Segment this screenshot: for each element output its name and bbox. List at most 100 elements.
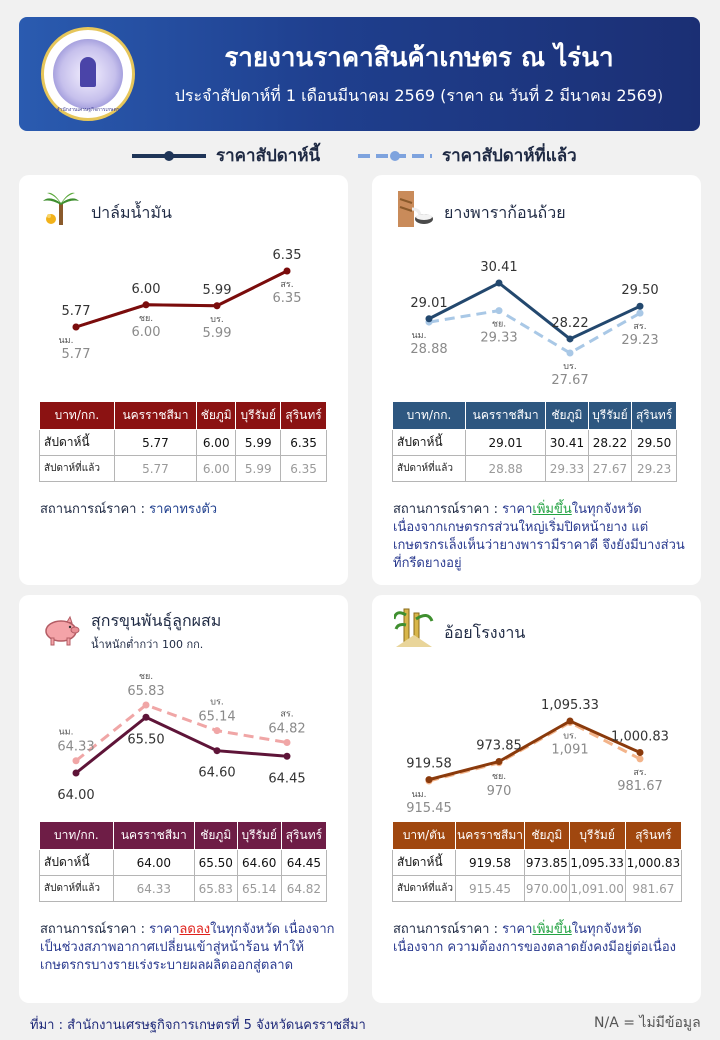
previous-value-label: 64.33 (57, 740, 94, 755)
status-label: สถานการณ์ราคา : (393, 502, 498, 517)
previous-value-label: 65.14 (198, 710, 235, 725)
province-header: ชัยภูมิ (545, 401, 589, 430)
row-label-previous: สัปดาห์ที่แล้ว (392, 875, 456, 902)
price-cell: 64.00 (112, 849, 195, 876)
province-header: สุรินทร์ (624, 821, 683, 850)
province-abbrev-label: ชย. (492, 772, 506, 782)
province-header: นครราชสีมา (113, 401, 198, 430)
current-week-line (75, 715, 288, 775)
current-value-label: 919.58 (406, 757, 452, 772)
status-tail: ในทุกจังหวัด (210, 922, 281, 937)
previous-week-line (428, 309, 641, 355)
price-cell: 64.33 (112, 875, 195, 902)
report-title: รายงานราคาสินค้าเกษตร ณ ไร่นา (224, 43, 614, 73)
pig-icon (41, 609, 81, 649)
card-title: สุกรขุนพันธุ์ลูกผสม (91, 611, 222, 630)
current-week-line (428, 281, 641, 341)
row-label-current: สัปดาห์นี้ (39, 849, 114, 876)
unit-header: บาท/กก. (392, 401, 466, 430)
province-abbrev-label: บร. (210, 315, 223, 325)
current-week-line (428, 719, 641, 782)
price-cell: 29.23 (631, 455, 677, 482)
province-header: บุรีรัมย์ (235, 401, 282, 430)
palm-tree-icon (41, 189, 81, 229)
price-chart-palm-oil: 5.776.00 5.996.35นม.5.77ชย.6.00บร.5.99สร.… (59, 248, 302, 362)
province-abbrev-label: นม. (59, 728, 74, 738)
province-abbrev-label: สร. (633, 322, 646, 332)
previous-week-point (142, 701, 150, 709)
price-cell: 1,095.33 (568, 849, 626, 876)
province-header: นครราชสีมา (464, 401, 547, 430)
report-header: สำนักงานเศรษฐกิจการเกษตร รายงานราคาสินค้… (19, 17, 700, 131)
current-week-point (495, 279, 503, 287)
price-cell: 915.45 (454, 875, 526, 902)
price-cell: 970.00 (524, 875, 570, 902)
province-abbrev-label: นม. (59, 336, 74, 346)
current-week-point (425, 776, 433, 784)
price-cell: 27.67 (587, 455, 633, 482)
current-week-point (213, 747, 221, 755)
price-cell: 29.33 (545, 455, 589, 482)
price-cell: 6.00 (196, 429, 237, 456)
legend-previous: ราคาสัปดาห์ที่แล้ว (356, 142, 577, 169)
current-value-label: 6.35 (273, 248, 302, 263)
current-value-label: 28.22 (551, 316, 588, 331)
previous-week-point (636, 309, 644, 317)
legend-current-line-icon (132, 150, 206, 161)
status-label: สถานการณ์ราคา : (40, 502, 145, 517)
row-label-previous: สัปดาห์ที่แล้ว (392, 455, 466, 482)
row-label-current: สัปดาห์นี้ (39, 429, 115, 456)
price-cell: 65.14 (236, 875, 282, 902)
province-header: บุรีรัมย์ (587, 401, 633, 430)
price-cell: 981.67 (624, 875, 683, 902)
legend-previous-line-icon (358, 150, 432, 161)
previous-value-label: 29.33 (480, 331, 517, 346)
previous-value-label: 5.77 (62, 347, 91, 362)
previous-value-label: 6.00 (132, 325, 161, 340)
price-cell: 919.58 (454, 849, 526, 876)
current-value-label: 64.00 (57, 788, 94, 803)
price-chart-pig: 64.00 65.50 64.60 64.45 นม. 64.33 ชย. 65.83 บร. 6… (57, 672, 305, 803)
province-header: บุรีรัมย์ (568, 821, 626, 850)
previous-week-line (75, 269, 288, 329)
current-week-point (566, 335, 574, 343)
previous-week-point (636, 755, 644, 763)
price-cell: 6.35 (280, 429, 327, 456)
report-subtitle: ประจำสัปดาห์ที่ 1 เดือนมีนาคม 2569 (ราคา… (174, 86, 664, 105)
card-rubber: ยางพาราก้อนถ้วย 29.01 30.41 28.22 29.50 นม. 2… (372, 175, 701, 585)
price-cell: 5.77 (113, 455, 198, 482)
province-abbrev-label: บร. (563, 362, 576, 372)
province-abbrev-label: บร. (563, 731, 576, 741)
unit-header: บาท/กก. (39, 401, 115, 430)
previous-value-label: 970 (487, 784, 512, 799)
row-label-previous: สัปดาห์ที่แล้ว (39, 875, 114, 902)
price-cell: 28.88 (464, 455, 547, 482)
legend-previous-label: ราคาสัปดาห์ที่แล้ว (442, 146, 577, 166)
current-week-point (142, 713, 150, 721)
province-abbrev-label: ชย. (139, 672, 153, 682)
card-subtitle: น้ำหนักต่ำกว่า 100 กก. (91, 638, 204, 651)
current-value-label: 65.50 (127, 732, 164, 747)
logo-mark (80, 57, 96, 87)
price-table-palm-oil: บาท/กก. นครราชสีมา ชัยภูมิ บุรีรัมย์ สุร… (39, 401, 327, 482)
status-result: ลดลง (179, 922, 211, 937)
current-value-label: 30.41 (480, 260, 517, 275)
province-abbrev-label: สร. (633, 768, 646, 778)
card-title: อ้อยโรงงาน (444, 623, 526, 642)
province-header: ชัยภูมิ (524, 821, 570, 850)
price-situation: สถานการณ์ราคา : ราคาทรงตัว (40, 501, 330, 519)
card-title: ยางพาราก้อนถ้วย (444, 203, 566, 222)
current-week-point (283, 267, 291, 275)
current-week-point (566, 717, 574, 725)
previous-week-point (283, 739, 291, 747)
previous-value-label: 27.67 (551, 373, 588, 388)
current-week-point (636, 302, 644, 310)
card-pig: สุกรขุนพันธุ์ลูกผสม น้ำหนักต่ำกว่า 100 ก… (19, 595, 348, 1003)
previous-week-line (75, 703, 288, 762)
price-cell: 5.99 (235, 429, 282, 456)
row-label-current: สัปดาห์นี้ (392, 849, 456, 876)
sugarcane-icon (392, 605, 434, 647)
price-cell: 64.82 (280, 875, 328, 902)
current-value-label: 6.00 (132, 282, 161, 297)
current-value-label: 973.85 (476, 739, 522, 754)
